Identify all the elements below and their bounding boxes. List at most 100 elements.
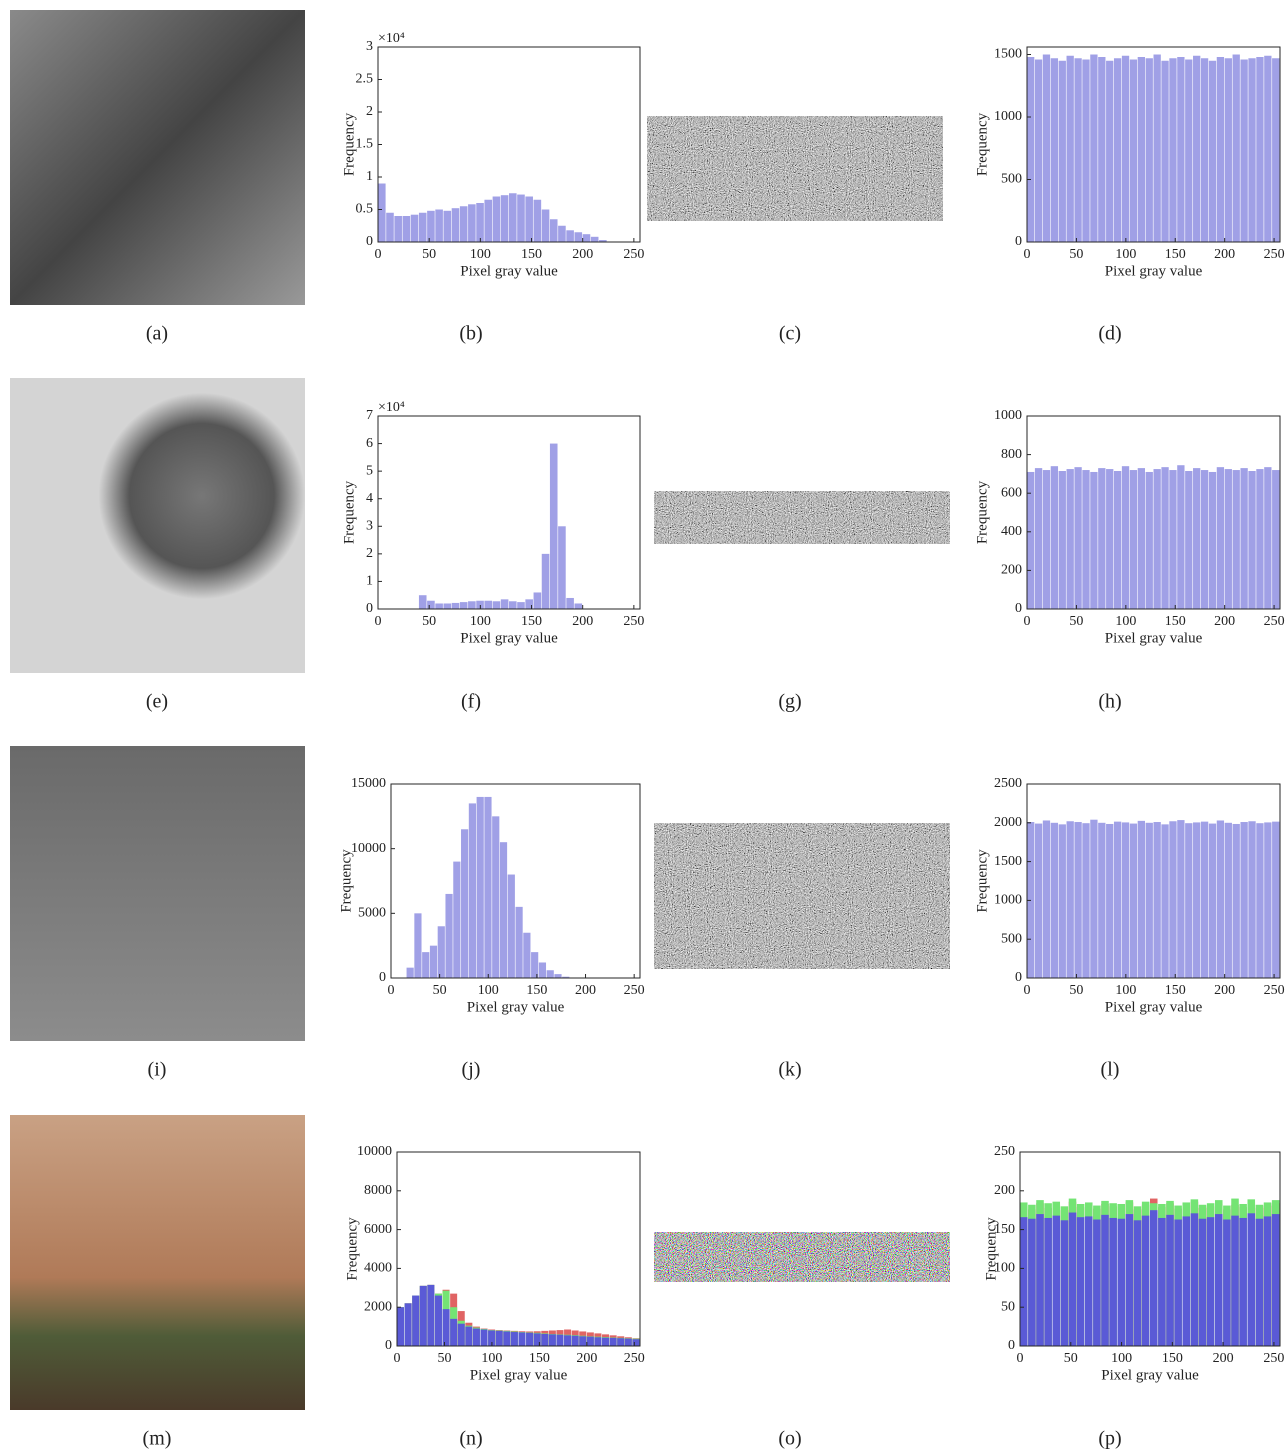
bar [405, 1303, 412, 1346]
bar [458, 1324, 465, 1346]
y-tick-label: 8000 [364, 1183, 392, 1198]
bar [1036, 1214, 1044, 1346]
bar [1059, 61, 1066, 242]
bar [1209, 824, 1216, 978]
y-tick-label: 5000 [358, 906, 386, 921]
bar [427, 1285, 434, 1346]
bar [411, 215, 419, 242]
bar [587, 1337, 594, 1346]
bar [422, 952, 429, 978]
bar [468, 204, 476, 242]
bar [412, 1296, 419, 1346]
bar [1161, 467, 1168, 609]
bar [632, 1339, 639, 1346]
bar [1077, 1217, 1085, 1346]
x-tick-label: 0 [394, 1351, 401, 1366]
bar [1098, 823, 1105, 978]
y-tick-label: 4 [366, 491, 373, 506]
panel-label: (i) [148, 1059, 167, 1081]
bar [1193, 468, 1200, 609]
bar [444, 603, 452, 609]
bar [492, 816, 499, 978]
bar [1090, 472, 1097, 609]
y-tick-label: 2000 [364, 1299, 392, 1314]
bar [509, 601, 517, 609]
bar [484, 797, 491, 978]
bar [572, 1336, 579, 1346]
bar [481, 1330, 488, 1346]
bar [1264, 467, 1271, 609]
bar [450, 1319, 457, 1346]
bar [1106, 61, 1113, 242]
bar [435, 1296, 442, 1346]
panel-label: (l) [1101, 1059, 1120, 1081]
y-tick-label: 1500 [994, 854, 1022, 869]
bar [501, 599, 509, 609]
x-tick-label: 50 [1064, 1351, 1078, 1366]
bar [519, 1332, 526, 1346]
x-tick-label: 250 [1264, 983, 1285, 998]
bar [1248, 471, 1255, 609]
y-tick-label: 0 [1015, 234, 1022, 249]
bar [1035, 60, 1042, 243]
bar [430, 946, 437, 978]
bar [1217, 467, 1224, 609]
y-tick-label: 0 [366, 601, 373, 616]
bar [1101, 1215, 1109, 1346]
y-tick-label: 500 [1001, 172, 1022, 187]
x-tick-label: 250 [624, 983, 645, 998]
y-tick-label: 4000 [364, 1261, 392, 1276]
x-tick-label: 50 [422, 614, 436, 629]
x-tick-label: 50 [1069, 247, 1083, 262]
y-axis-label: Frequency [974, 112, 990, 176]
bar [1126, 1214, 1134, 1346]
bar [476, 203, 484, 242]
x-tick-label: 50 [1069, 983, 1083, 998]
bar [1185, 60, 1192, 243]
y-tick-label: 0 [1015, 970, 1022, 985]
bar [444, 211, 452, 242]
bar [542, 554, 550, 609]
bar [1059, 824, 1066, 978]
x-tick-label: 250 [623, 247, 644, 262]
bar [1185, 823, 1192, 978]
y-axis-label: Frequency [341, 112, 357, 176]
y-tick-label: 3 [366, 519, 373, 534]
bar [452, 208, 460, 242]
panel-label: (n) [459, 1428, 482, 1450]
y-tick-label: 1000 [994, 109, 1022, 124]
bar [1150, 1210, 1158, 1346]
bar [1233, 470, 1240, 609]
bar [1114, 58, 1121, 242]
bar [523, 933, 530, 978]
bar [549, 1334, 556, 1346]
x-tick-label: 0 [1024, 614, 1031, 629]
bar [1027, 57, 1034, 242]
bar [397, 1307, 404, 1346]
bar [1272, 58, 1279, 242]
bar [1074, 58, 1081, 242]
bar [1098, 468, 1105, 609]
bar [1069, 1213, 1077, 1346]
bar [1233, 55, 1240, 243]
x-tick-label: 100 [478, 983, 499, 998]
bar [1085, 1216, 1093, 1346]
bar [469, 803, 476, 978]
bar [1201, 470, 1208, 609]
y-tick-label: 0 [366, 234, 373, 249]
x-tick-label: 100 [1115, 247, 1136, 262]
bar [1177, 465, 1184, 609]
bar [547, 970, 554, 978]
x-tick-label: 250 [623, 614, 644, 629]
bar [438, 926, 445, 978]
bar [1067, 821, 1074, 978]
bar [1240, 822, 1247, 978]
bar [1272, 470, 1279, 609]
y-tick-label: 800 [1001, 447, 1022, 462]
bar [542, 210, 550, 243]
x-tick-label: 200 [572, 614, 593, 629]
bar [1217, 57, 1224, 242]
y-axis-label: Frequency [338, 849, 354, 913]
bar [1035, 824, 1042, 978]
y-axis-label: Frequency [983, 1217, 999, 1281]
